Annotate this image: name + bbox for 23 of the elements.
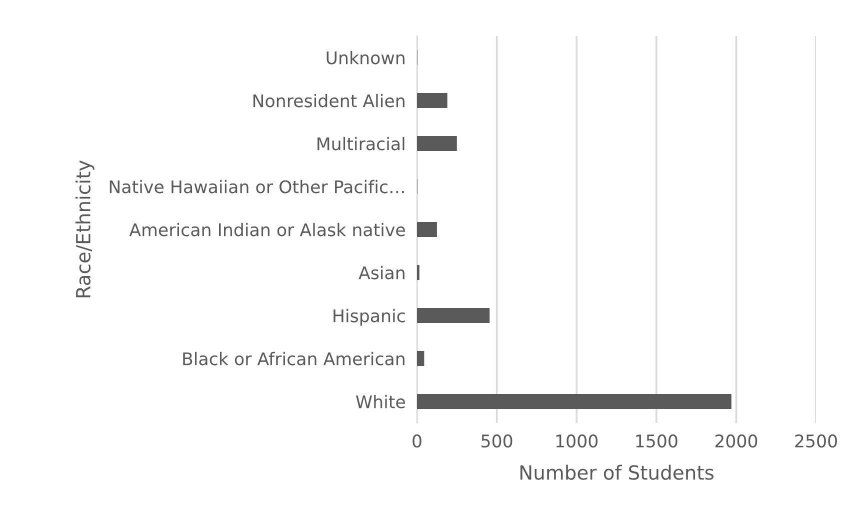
x-tick-label: 2500 [795, 434, 837, 448]
y-tick-label: Black or African American [183, 352, 404, 366]
y-tick-label: Multiracial [318, 136, 404, 150]
x-tick-label: 0 [412, 434, 422, 448]
bar [417, 350, 424, 366]
y-tick-label: White [356, 394, 405, 408]
x-tick-label: 1500 [636, 434, 678, 448]
x-axis-title: Number of Students [520, 464, 714, 480]
x-tick-label: 500 [482, 434, 512, 448]
bar [417, 394, 732, 410]
y-tick-label: Asian [358, 266, 404, 280]
y-tick-label: Native Hawaiian or Other Pacific… [110, 180, 404, 194]
y-tick-label: American Indian or Alask native [129, 222, 405, 236]
x-tick-label: 2000 [715, 434, 758, 448]
bar [417, 136, 457, 152]
bar [417, 308, 490, 324]
y-axis-title: Race/Ethnicity [75, 160, 94, 298]
y-tick-label: Unknown [326, 50, 404, 64]
bar [417, 92, 448, 108]
y-tick-label: Nonresident Alien [253, 94, 404, 108]
y-tick-label: Hispanic [334, 308, 405, 326]
bar [417, 222, 437, 238]
x-tick-label: 1000 [556, 434, 598, 448]
